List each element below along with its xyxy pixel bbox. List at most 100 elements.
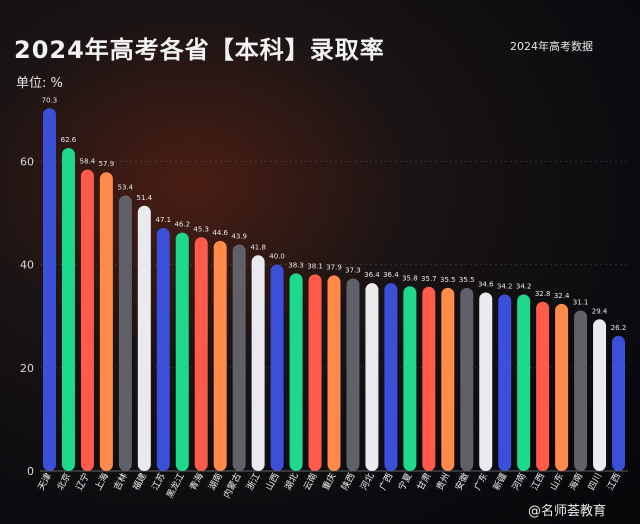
value-label-19: 35.8 xyxy=(402,274,418,282)
x-tick-label-24: 新疆 xyxy=(490,471,509,493)
value-label-9: 44.6 xyxy=(212,229,228,237)
x-tick-label-21: 贵州 xyxy=(433,471,452,493)
bar-25 xyxy=(517,294,531,471)
x-tick-label-18: 广西 xyxy=(376,471,395,493)
value-label-7: 46.2 xyxy=(174,221,190,229)
y-axis-unit-label: 单位: % xyxy=(16,76,63,91)
value-label-27: 32.4 xyxy=(554,292,570,300)
bar-12 xyxy=(270,264,284,471)
x-tick-label-16: 陕西 xyxy=(339,471,358,493)
x-tick-label-7: 黑龙江 xyxy=(164,471,187,500)
x-tick-label-13: 湖北 xyxy=(283,471,301,492)
value-label-12: 40.0 xyxy=(269,253,285,261)
value-label-4: 53.4 xyxy=(118,183,134,191)
value-label-29: 29.4 xyxy=(592,307,608,315)
bar-21 xyxy=(441,287,455,471)
bar-27 xyxy=(555,303,569,471)
bar-3 xyxy=(99,172,113,471)
value-label-5: 51.4 xyxy=(137,194,153,202)
bar-4 xyxy=(118,195,132,471)
bars xyxy=(42,108,626,471)
bar-6 xyxy=(156,227,170,471)
y-tick-label: 20 xyxy=(20,362,34,375)
value-label-8: 45.3 xyxy=(193,225,209,233)
bar-30 xyxy=(612,335,626,471)
bar-28 xyxy=(574,310,588,471)
y-tick-label: 40 xyxy=(20,259,34,272)
value-label-26: 32.8 xyxy=(535,290,551,298)
value-label-17: 36.4 xyxy=(364,271,380,279)
x-tick-label-0: 天津 xyxy=(36,471,54,492)
bar-17 xyxy=(365,283,379,471)
value-label-15: 37.9 xyxy=(326,263,342,271)
value-label-20: 35.7 xyxy=(421,275,437,283)
bar-16 xyxy=(346,278,360,471)
bar-15 xyxy=(327,275,341,471)
bar-29 xyxy=(593,319,607,471)
value-label-16: 37.3 xyxy=(345,267,361,275)
x-tick-label-3: 上海 xyxy=(92,471,111,493)
bar-20 xyxy=(422,286,436,471)
x-tick-label-26: 江西 xyxy=(529,471,547,492)
x-tick-label-1: 北京 xyxy=(54,471,73,493)
x-tick-label-28: 海南 xyxy=(566,471,585,493)
watermark-text: @名师荟教育 xyxy=(528,504,607,519)
x-tick-label-23: 广东 xyxy=(471,471,490,493)
x-tick-label-10: 内蒙古 xyxy=(221,471,244,500)
x-tick-label-12: 山西 xyxy=(264,471,282,492)
value-label-14: 38.1 xyxy=(307,262,323,270)
x-tick-label-5: 福建 xyxy=(130,471,149,493)
x-tick-label-25: 河南 xyxy=(509,471,528,493)
bar-5 xyxy=(137,205,151,471)
bar-26 xyxy=(536,301,550,471)
value-label-30: 26.2 xyxy=(611,324,627,332)
x-tick-label-6: 江苏 xyxy=(149,471,168,493)
bar-1 xyxy=(61,147,75,471)
bar-18 xyxy=(384,283,398,471)
bar-10 xyxy=(232,244,246,471)
value-labels: 70.3 62.6 58.4 57.9 53.451.4 47.146.245.3 44.6… xyxy=(42,96,627,332)
value-label-18: 36.4 xyxy=(383,271,399,279)
x-tick-label-9: 湖南 xyxy=(206,471,225,493)
bar-23 xyxy=(479,292,493,471)
bar-2 xyxy=(80,169,94,471)
bar-19 xyxy=(403,286,417,471)
bar-8 xyxy=(194,237,208,471)
value-label-13: 38.3 xyxy=(288,261,304,269)
y-tick-label: 60 xyxy=(20,155,34,168)
value-label-10: 43.9 xyxy=(231,232,247,240)
bar-24 xyxy=(498,294,512,471)
x-tick-label-11: 浙江 xyxy=(244,471,263,493)
bar-0 xyxy=(42,108,56,471)
value-label-22: 35.5 xyxy=(459,276,475,284)
x-tick-label-17: 河北 xyxy=(358,471,377,493)
data-source-label: 2024年高考数据 xyxy=(510,40,593,53)
bar-14 xyxy=(308,274,322,471)
x-tick-label-29: 四川 xyxy=(587,472,604,493)
x-tick-label-14: 云南 xyxy=(301,471,320,493)
x-tick-label-19: 宁夏 xyxy=(395,471,414,493)
value-label-2: 58.4 xyxy=(80,158,96,166)
value-label-0: 70.3 xyxy=(42,96,58,104)
bar-13 xyxy=(289,273,303,471)
value-label-21: 35.5 xyxy=(440,276,456,284)
x-tick-label-4: 吉林 xyxy=(111,471,130,493)
value-label-11: 41.8 xyxy=(250,243,266,251)
x-tick-label-27: 山东 xyxy=(547,471,566,493)
y-tick-label: 0 xyxy=(27,465,34,478)
x-tick-label-15: 重庆 xyxy=(320,471,339,493)
value-label-6: 47.1 xyxy=(155,216,171,224)
x-tick-label-22: 安徽 xyxy=(452,471,471,493)
chart-title: 2024年高考各省【本科】录取率 xyxy=(14,36,385,64)
x-tick-label-8: 青海 xyxy=(187,471,206,493)
y-axis-ticks: 0 20 40 60 xyxy=(20,155,34,478)
x-tick-label-20: 甘肃 xyxy=(414,471,433,493)
value-label-24: 34.2 xyxy=(497,283,513,291)
value-label-25: 34.2 xyxy=(516,283,532,291)
bar-11 xyxy=(251,255,265,471)
x-tick-label-30: 江西 xyxy=(605,471,623,492)
x-tick-label-2: 辽宁 xyxy=(73,471,92,493)
bar-22 xyxy=(460,287,474,471)
